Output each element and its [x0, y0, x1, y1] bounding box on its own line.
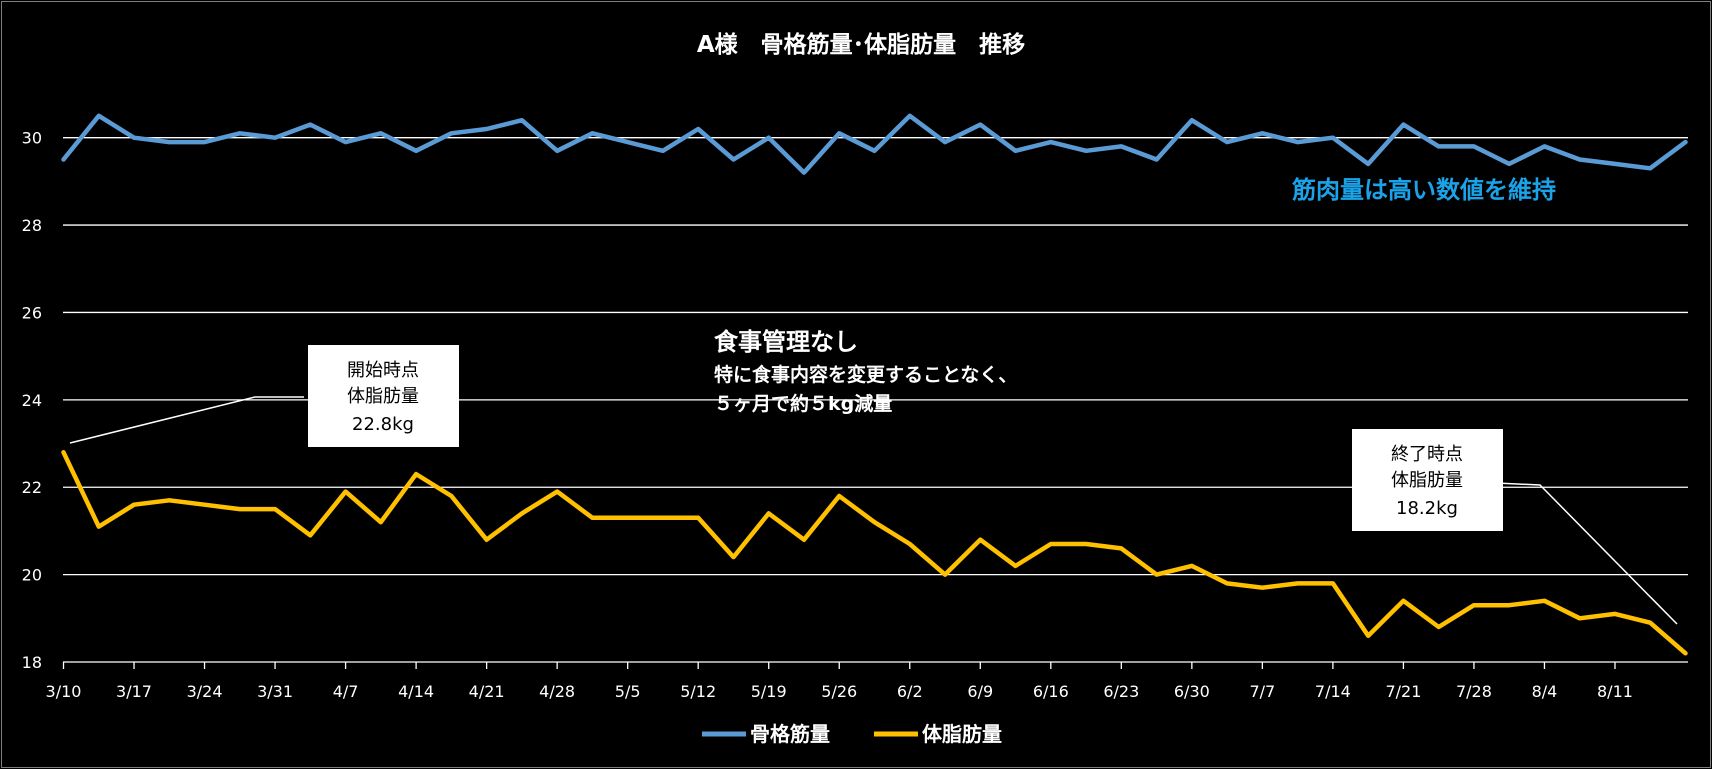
x-tick-label: 5/19 — [751, 682, 787, 701]
x-tick-label: 5/12 — [680, 682, 716, 701]
series-lines — [61, 113, 1688, 656]
end-callout-line1: 終了時点 — [1391, 444, 1463, 465]
x-tick-label: 5/5 — [615, 682, 641, 701]
x-tick-label: 3/31 — [257, 682, 293, 701]
x-tick-label: 3/10 — [46, 682, 82, 701]
y-tick-label: 20 — [22, 566, 42, 585]
start-callout-line2: 体脂肪量 — [347, 386, 419, 407]
start-callout-box — [308, 345, 459, 447]
end-callout-leader — [1495, 482, 1678, 625]
x-tick-label: 7/28 — [1456, 682, 1492, 701]
x-tick-label: 8/4 — [1532, 682, 1558, 701]
series-line-fat — [61, 450, 1688, 656]
x-tick-label: 5/26 — [821, 682, 857, 701]
end-callout-value: 18.2kg — [1396, 498, 1458, 519]
start-callout-line1: 開始時点 — [347, 360, 419, 381]
y-tick-label: 18 — [22, 653, 42, 672]
x-tick-label: 6/23 — [1103, 682, 1139, 701]
y-tick-label: 24 — [22, 391, 42, 410]
end-callout-box — [1352, 429, 1503, 531]
legend: 骨格筋量 体脂肪量 — [702, 722, 1002, 746]
x-tick-label: 4/14 — [398, 682, 434, 701]
x-tick-label: 4/7 — [333, 682, 359, 701]
diet-note: 食事管理なし 特に食事内容を変更することなく、 ５ヶ月で約５kg減量 — [714, 328, 1017, 415]
y-axis-ticks: 18 20 22 24 26 28 30 — [22, 129, 42, 672]
legend-label-fat: 体脂肪量 — [922, 722, 1002, 746]
muscle-note: 筋肉量は高い数値を維持 — [1291, 176, 1556, 204]
x-tick-label: 7/14 — [1315, 682, 1351, 701]
end-callout-line2: 体脂肪量 — [1391, 470, 1463, 491]
series-line-muscle — [61, 113, 1688, 175]
diet-note-title: 食事管理なし — [714, 328, 858, 356]
start-callout: 開始時点 体脂肪量 22.8kg — [308, 345, 459, 447]
x-tick-label: 7/21 — [1385, 682, 1421, 701]
x-tick-label: 6/16 — [1033, 682, 1069, 701]
x-tick-label: 6/2 — [897, 682, 923, 701]
x-axis: 3/10 3/17 3/24 3/31 4/7 4/14 4/21 4/28 5/5 5/12 5/… — [46, 661, 1688, 701]
x-tick-label: 6/30 — [1174, 682, 1210, 701]
x-tick-label: 4/28 — [539, 682, 575, 701]
x-tick-label: 8/11 — [1597, 682, 1633, 701]
y-tick-label: 28 — [22, 216, 42, 235]
start-callout-leader — [69, 396, 304, 444]
x-tick-label: 7/7 — [1249, 682, 1275, 701]
start-callout-value: 22.8kg — [352, 414, 414, 435]
x-tick-label: 3/24 — [187, 682, 223, 701]
x-tick-label: 4/21 — [469, 682, 505, 701]
end-callout: 終了時点 体脂肪量 18.2kg — [1352, 429, 1503, 531]
diet-note-line1: 特に食事内容を変更することなく、 — [714, 363, 1017, 386]
diet-note-line2: ５ヶ月で約５kg減量 — [714, 392, 892, 415]
x-tick-label: 3/17 — [116, 682, 152, 701]
chart-title: A様 骨格筋量･体脂肪量 推移 — [697, 31, 1025, 58]
y-tick-label: 30 — [22, 129, 42, 148]
y-tick-label: 26 — [22, 303, 42, 322]
legend-label-muscle: 骨格筋量 — [750, 722, 830, 746]
x-tick-label: 6/9 — [967, 682, 993, 701]
y-tick-label: 22 — [22, 478, 42, 497]
